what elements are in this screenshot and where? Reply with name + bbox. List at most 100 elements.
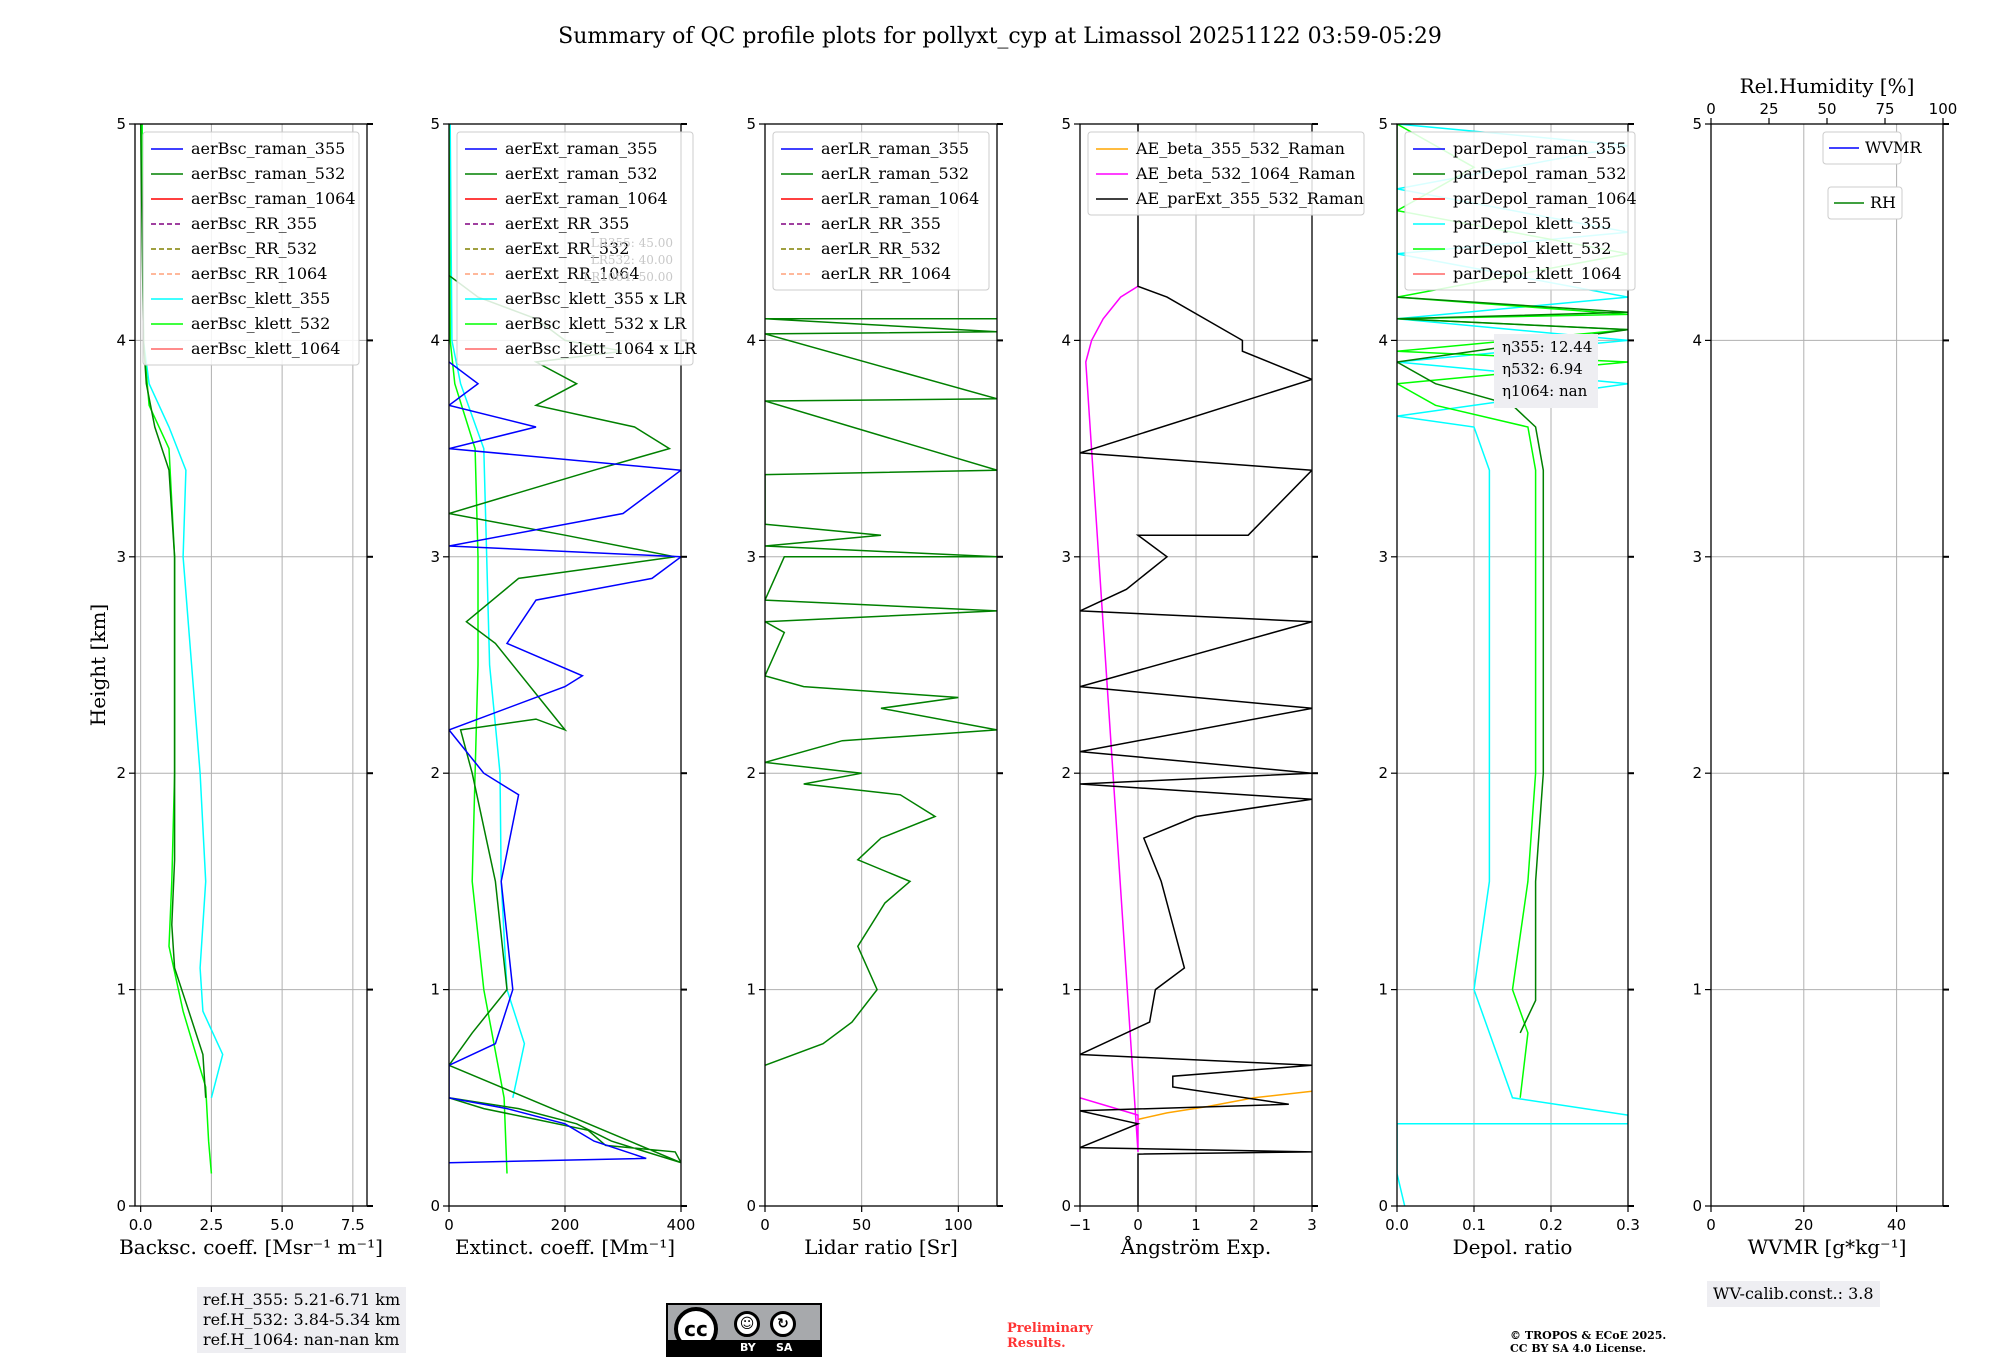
cc-by-text: BY (740, 1341, 756, 1354)
legend-label-aerLR_raman_532: aerLR_raman_532 (821, 164, 969, 183)
ytick-label-wv-1: 1 (1692, 981, 1702, 999)
cc-badge-band (668, 1340, 820, 1355)
xtick-label-dep-1: 0.1 (1462, 1216, 1486, 1234)
ytick-label-ae-0: 0 (1061, 1197, 1071, 1215)
legend-lr: aerLR_raman_355 aerLR_raman_532 aerLR_rama… (772, 131, 990, 291)
x2tick-label-3: 75 (1875, 100, 1894, 118)
legend-label-aerLR_raman_1064: aerLR_raman_1064 (821, 189, 979, 208)
legend-box-dep (1404, 131, 1636, 291)
preliminary-results: Preliminary Results. (1007, 1321, 1093, 1351)
legend-label-aerExt_RR_1064: aerExt_RR_1064 (505, 264, 640, 283)
legend-label-parDepol_klett_1064: parDepol_klett_1064 (1453, 264, 1622, 283)
eta-box-bg (1494, 334, 1598, 408)
xtick-label-bsc-1: 2.5 (199, 1216, 223, 1234)
xtick-label-wv-1: 20 (1794, 1216, 1813, 1234)
panel-lr: 0 50 100 0 1 2 3 4 5 Lidar ratio [Sr] aerLR_raman_… (746, 115, 1003, 1259)
ytick-label-lr-2: 2 (746, 764, 756, 782)
ytick-label-ext-5: 5 (430, 115, 440, 133)
legend-label-aerExt_RR_355: aerExt_RR_355 (505, 214, 629, 233)
lr-label-2: LR1064: 50.00 (583, 270, 673, 284)
legend-box-lr (772, 131, 990, 291)
x2tick-label-4: 100 (1929, 100, 1958, 118)
panel-ext: 0 200 400 0 1 2 3 4 5 Extinct. coeff. [Mm⁻¹] aerEx… (430, 115, 697, 1259)
legend-label-aerExt_RR_532: aerExt_RR_532 (505, 239, 629, 258)
eta-label-2: η1064: nan (1502, 382, 1588, 400)
xlabel-bsc: Backsc. coeff. [Msr⁻¹ m⁻¹] (119, 1235, 383, 1259)
refh-355: ref.H_355: 5.21-6.71 km (203, 1290, 401, 1309)
figure-title: Summary of QC profile plots for pollyxt_… (558, 24, 1442, 49)
x2label-wv: Rel.Humidity [%] (1740, 74, 1915, 98)
legend-box-ae (1087, 131, 1365, 216)
eta-label-0: η355: 12.44 (1502, 338, 1592, 356)
legend-label-parDepol_raman_1064: parDepol_raman_1064 (1453, 189, 1637, 208)
xlabel-wv: WVMR [g*kg⁻¹] (1748, 1235, 1907, 1259)
legend-label-aerLR_raman_355: aerLR_raman_355 (821, 139, 969, 158)
xtick-label-lr-1: 50 (852, 1216, 871, 1234)
xtick-label-ae-2: 1 (1191, 1216, 1201, 1234)
ytick-label-dep-0: 0 (1378, 1197, 1388, 1215)
legend-label-parDepol_klett_355: parDepol_klett_355 (1453, 214, 1611, 233)
axes-frame-wv (1710, 123, 1944, 1207)
ytick-label-wv-4: 4 (1692, 331, 1702, 349)
ytick-label-bsc-4: 4 (116, 331, 126, 349)
xtick-label-wv-2: 40 (1887, 1216, 1906, 1234)
series-parDepol_raman_532 (1397, 124, 1628, 1034)
ytick-label-wv-3: 3 (1692, 548, 1702, 566)
legend-box-WVMR (1822, 131, 1902, 165)
legend-label-aerExt_raman_532: aerExt_raman_532 (505, 164, 658, 183)
xtick-label-dep-2: 0.2 (1539, 1216, 1563, 1234)
series-parDepol_klett_355 (1397, 124, 1628, 1206)
xlabel-ae: Ångström Exp. (1120, 1234, 1271, 1259)
ytick-label-wv-2: 2 (1692, 764, 1702, 782)
legend-label-aerBsc_klett_355 x LR: aerBsc_klett_355 x LR (505, 289, 687, 308)
panel-dep: 0.0 0.1 0.2 0.3 0 1 2 3 4 5 Depol. ratio parDepol_r… (1378, 115, 1639, 1259)
legend-label-aerBsc_klett_532: aerBsc_klett_532 (191, 314, 330, 333)
ytick-label-ext-0: 0 (430, 1197, 440, 1215)
figure: Summary of QC profile plots for pollyxt_… (86, 24, 1957, 1259)
series-aerBsc_klett_532 x LR (449, 124, 508, 1174)
ytick-label-wv-5: 5 (1692, 115, 1702, 133)
wv-calibration-constant: WV-calib.const.: 3.8 (1707, 1281, 1880, 1307)
axes-frame-bsc (134, 123, 368, 1207)
ytick-label-ae-3: 3 (1061, 548, 1071, 566)
by-person-icon: ☺ (734, 1311, 760, 1337)
cc-license-badge: cc ☺ ↻ BY SA (666, 1303, 822, 1357)
ytick-label-dep-3: 3 (1378, 548, 1388, 566)
legend-label-aerBsc_raman_532: aerBsc_raman_532 (191, 164, 345, 183)
legend-label-aerBsc_RR_355: aerBsc_RR_355 (191, 214, 317, 233)
copyright-line2: CC BY SA 4.0 License. (1510, 1342, 1647, 1355)
series-AE_beta_532_1064_Raman (1080, 285, 1139, 1152)
legend-box-ext (456, 131, 694, 366)
xtick-label-bsc-2: 5.0 (270, 1216, 294, 1234)
ytick-label-ae-1: 1 (1061, 981, 1071, 999)
ytick-label-lr-1: 1 (746, 981, 756, 999)
preliminary-line2: Results. (1007, 1336, 1066, 1351)
ytick-label-ext-2: 2 (430, 764, 440, 782)
legend-label-aerLR_RR_355: aerLR_RR_355 (821, 214, 941, 233)
xlabel-lr: Lidar ratio [Sr] (804, 1235, 958, 1259)
legend-label-aerExt_raman_355: aerExt_raman_355 (505, 139, 658, 158)
legend-label-parDepol_raman_355: parDepol_raman_355 (1453, 139, 1626, 158)
ytick-label-dep-2: 2 (1378, 764, 1388, 782)
legend-label-aerLR_RR_532: aerLR_RR_532 (821, 239, 941, 258)
ytick-label-ae-5: 5 (1061, 115, 1071, 133)
xtick-label-bsc-3: 7.5 (341, 1216, 365, 1234)
ytick-label-lr-4: 4 (746, 331, 756, 349)
xtick-label-wv-0: 0 (1706, 1216, 1716, 1234)
panel-wv: 0 20 40 0 1 2 3 4 5 WVMR [g*kg⁻¹] 0 25 50 75 100 Rel.Hu… (1692, 74, 1957, 1259)
x2tick-label-2: 50 (1817, 100, 1836, 118)
legend-label-aerBsc_raman_1064: aerBsc_raman_1064 (191, 189, 356, 208)
ytick-label-bsc-3: 3 (116, 548, 126, 566)
ytick-label-ext-1: 1 (430, 981, 440, 999)
xtick-label-ae-1: 0 (1133, 1216, 1143, 1234)
legend-label-aerBsc_klett_532 x LR: aerBsc_klett_532 x LR (505, 314, 687, 333)
ytick-label-lr-3: 3 (746, 548, 756, 566)
copyright-notice: © TROPOS & ECoE 2025. CC BY SA 4.0 Licen… (1510, 1329, 1666, 1355)
legend-label-AE_beta_355_532_Raman: AE_beta_355_532_Raman (1135, 139, 1345, 158)
series-aerBsc_klett_355 (141, 124, 224, 1098)
ytick-label-lr-0: 0 (746, 1197, 756, 1215)
series-aerLR_raman_532 (765, 318, 997, 1067)
legend-label-AE_parExt_355_532_Raman: AE_parExt_355_532_Raman (1135, 189, 1364, 208)
xtick-label-ext-2: 400 (667, 1216, 696, 1234)
